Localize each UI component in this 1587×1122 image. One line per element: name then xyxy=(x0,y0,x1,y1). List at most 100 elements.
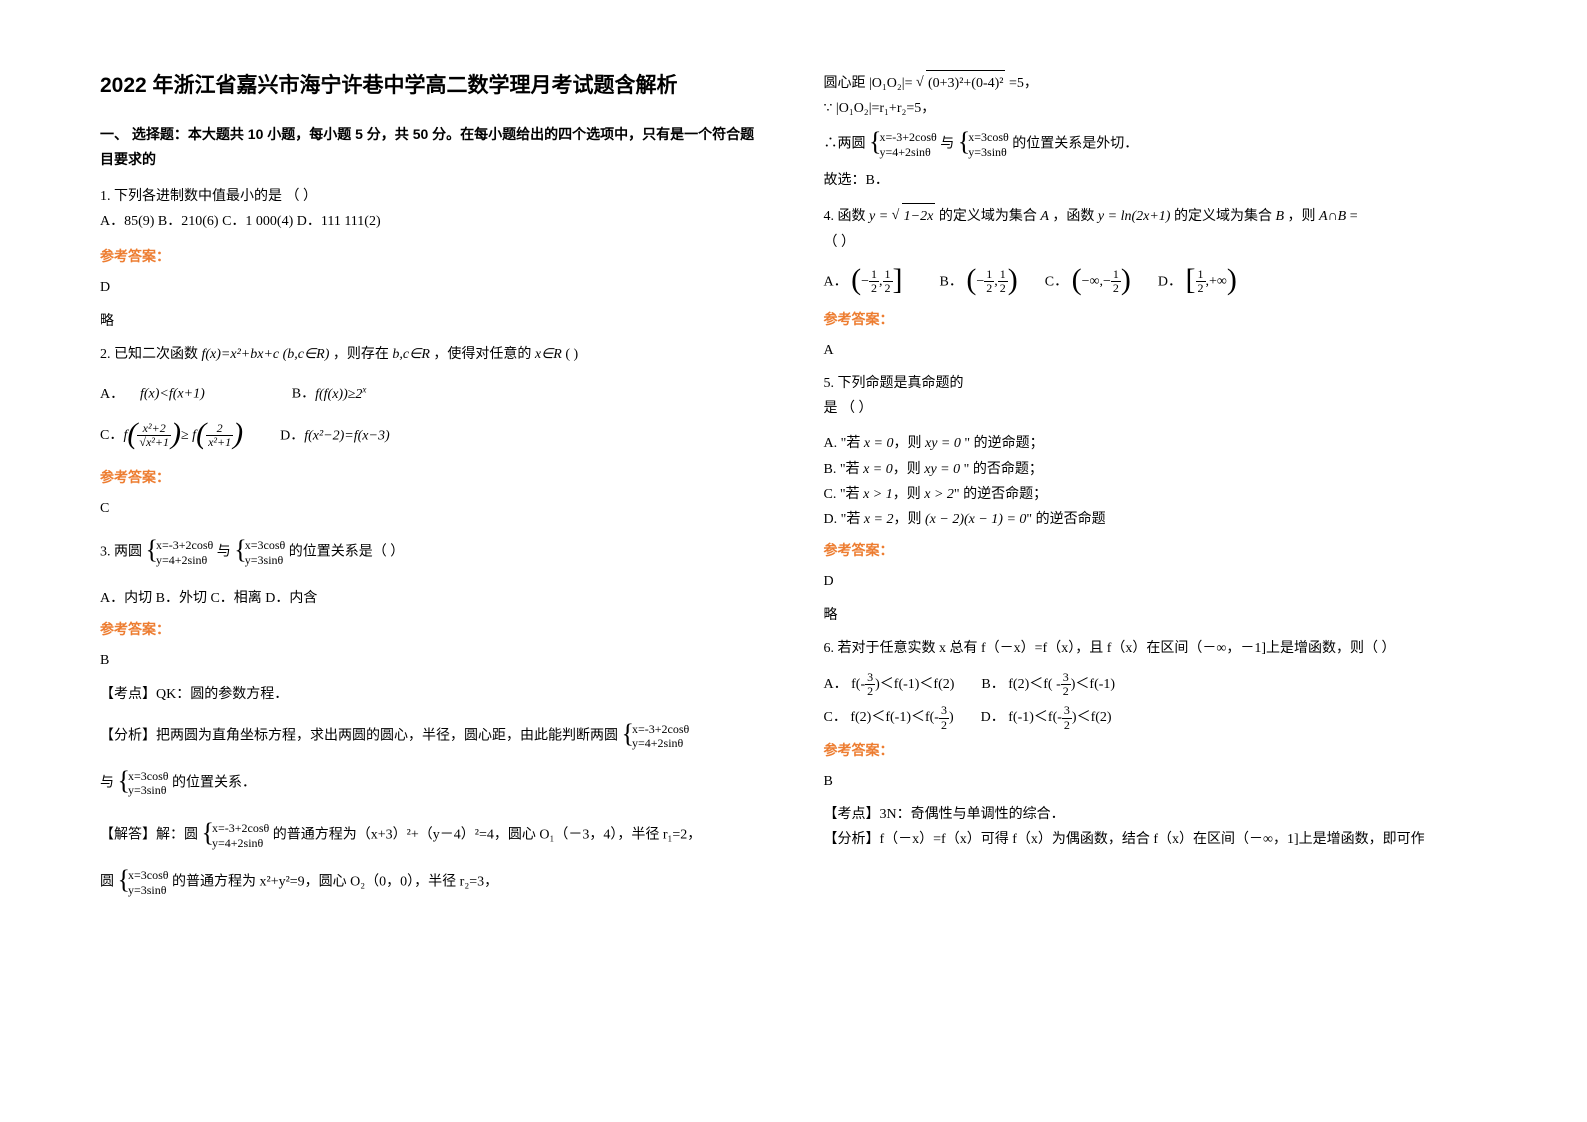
r-dist: 圆心距 |O₁O₂|= (0+3)²+(0-4)² =5， xyxy=(824,70,1488,96)
answer-label-6: 参考答案： xyxy=(824,738,1488,763)
q4-optB: −12,12 xyxy=(976,274,1007,289)
answer-label: 参考答案： xyxy=(100,244,764,269)
answer-label-3: 参考答案： xyxy=(100,617,764,642)
q2-opt-ab: A．f(x)<f(x+1) B．f(f(x))≥2x xyxy=(100,381,764,407)
q2-opt-cd: C． f(x²+2√x²+1)≥ f(2x²+1) D．f(x²−2)=f(x−… xyxy=(100,421,764,451)
q1-stem: 1. 下列各进制数中值最小的是 （ ） xyxy=(100,184,764,209)
q4-answer: A xyxy=(824,338,1488,363)
q4-B: B xyxy=(1275,209,1284,224)
left-column: 2022 年浙江省嘉兴市海宁许巷中学高二数学理月考试题含解析 一、 选择题：本大… xyxy=(100,70,764,906)
question-3: 3. 两圆 {x=-3+2cosθy=4+2sinθ 与 {x=3cosθy=3… xyxy=(100,529,764,576)
r-conc-post: 的位置关系是外切． xyxy=(1012,137,1138,152)
q2-pre: 2. 已知二次函数 xyxy=(100,347,202,362)
q3-sys1: x=-3+2cosθy=4+2sinθ xyxy=(156,538,213,567)
q3-jd2-post: 的普通方程为 x²+y²=9，圆心 O₂（0，0），半径 r₂=3， xyxy=(172,875,498,890)
q1-note: 略 xyxy=(100,309,764,334)
q1-answer: D xyxy=(100,275,764,300)
q4-f2: y = ln(2x+1) xyxy=(1098,209,1171,224)
q2-mid: ，则存在 xyxy=(333,347,389,362)
question-1: 1. 下列各进制数中值最小的是 （ ） A．85(9) B．210(6) C．1… xyxy=(100,184,764,234)
q3-jd2-sys: x=3cosθy=3sinθ xyxy=(128,868,169,897)
brace-icon: { xyxy=(234,527,246,574)
q3-kaodian: 【考点】QK：圆的参数方程． xyxy=(100,682,764,707)
r-conc: ∴两圆 {x=-3+2cosθy=4+2sinθ 与 {x=3cosθy=3si… xyxy=(824,121,1488,168)
q3-jd-post: 的普通方程为（x+3）²+（y－4）²=4，圆心 O₁（－3，4），半径 r₁=… xyxy=(273,828,702,843)
q3-answer: B xyxy=(100,648,764,673)
q4-m1: 的定义域为集合 xyxy=(939,209,1041,224)
q3-jieda-2: 圆 {x=3cosθy=3sinθ 的普通方程为 x²+y²=9，圆心 O₂（0… xyxy=(100,859,764,906)
q3-sys2: x=3cosθy=3sinθ xyxy=(245,538,286,567)
q3-fx-pre: 【分析】把两圆为直角坐标方程，求出两圆的圆心，半径，圆心距，由此能判断两圆 xyxy=(100,728,618,743)
q4-AB: A∩B xyxy=(1319,209,1346,224)
q5-optA: A. "若 x = 0，则 xy = 0 " 的逆命题； xyxy=(824,431,1488,456)
q4-m4: ，则 xyxy=(1288,209,1320,224)
q5-optC: C. "若 x > 1，则 x > 2" 的逆否命题； xyxy=(824,482,1488,507)
q3-fx-sys: x=-3+2cosθy=4+2sinθ xyxy=(632,722,689,751)
question-2: 2. 已知二次函数 f(x)=x²+bx+c (b,c∈R) ，则存在 b,c∈… xyxy=(100,342,764,367)
doc-title: 2022 年浙江省嘉兴市海宁许巷中学高二数学理月考试题含解析 xyxy=(100,70,764,102)
q4-pre: 4. 函数 xyxy=(824,209,870,224)
q6-kaodian: 【考点】3N：奇偶性与单调性的综合． xyxy=(824,802,1488,827)
q3-fenxi-2: 与 {x=3cosθy=3sinθ 的位置关系． xyxy=(100,760,764,807)
q1-options: A．85(9) B．210(6) C．1 000(4) D．111 111(2) xyxy=(100,209,764,234)
q3-jd2-pre: 圆 xyxy=(100,875,114,890)
q6-optB: f(2)＜f( -32)＜f(-1) xyxy=(1008,677,1115,692)
q4-optA: −12,12 xyxy=(861,274,892,289)
q4-m2: ，函数 xyxy=(1052,209,1098,224)
q6-optC: f(2)＜f(-1)＜f(-32) xyxy=(850,710,953,725)
section-head: 一、 选择题：本大题共 10 小题，每小题 5 分，共 50 分。在每小题给出的… xyxy=(100,122,764,172)
brace-icon: { xyxy=(958,119,970,166)
q6-fenxi: 【分析】f（－x）=f（x）可得 f（x）为偶函数，结合 f（x）在区间（－∞，… xyxy=(824,827,1488,852)
q5-optB: B. "若 x = 0，则 xy = 0 " 的否命题； xyxy=(824,457,1488,482)
r-conc-mid: 与 xyxy=(940,137,954,152)
q5-stem: 5. 下列命题是真命题的 xyxy=(824,371,1488,396)
q4-options: A． (−12,12] B． (−12,12) C． (−∞,−12) D． [… xyxy=(824,267,1488,297)
q2-tail: ( ) xyxy=(565,347,578,362)
q2-optD: f(x²−2)=f(x−3) xyxy=(304,428,389,443)
q2-post: ，使得对任意的 xyxy=(433,347,531,362)
q3-post: 的位置关系是（ ） xyxy=(289,545,405,560)
q5-stem2: 是 （ ） xyxy=(824,396,1488,421)
question-4: 4. 函数 y = 1−2x 的定义域为集合 A ，函数 y = ln(2x+1… xyxy=(824,203,1488,254)
r-conc-pre: ∴两圆 xyxy=(824,137,866,152)
q3-jd-sys: x=-3+2cosθy=4+2sinθ xyxy=(212,821,269,850)
q6-optA: f(-32)＜f(-1)＜f(2) xyxy=(851,677,954,692)
q5-answer: D xyxy=(824,569,1488,594)
brace-icon: { xyxy=(118,857,130,904)
q3-fenxi: 【分析】把两圆为直角坐标方程，求出两圆的圆心，半径，圆心距，由此能判断两圆 {x… xyxy=(100,713,764,760)
brace-icon: { xyxy=(869,119,881,166)
brace-icon: { xyxy=(622,711,634,758)
right-column: 圆心距 |O₁O₂|= (0+3)²+(0-4)² =5， ∵ |O₁O₂|=r… xyxy=(824,70,1488,906)
question-6: 6. 若对于任意实数 x 总有 f（－x）=f（x），且 f（x）在区间（－∞，… xyxy=(824,636,1488,661)
r-conc-sys1: x=-3+2cosθy=4+2sinθ xyxy=(879,130,936,159)
answer-label-4: 参考答案： xyxy=(824,307,1488,332)
q6-opt-cd: C． f(2)＜f(-1)＜f(-32) D． f(-1)＜f(-32)＜f(2… xyxy=(824,704,1488,731)
q6-answer: B xyxy=(824,769,1488,794)
brace-icon: { xyxy=(118,758,130,805)
q3-jieda: 【解答】解：圆 {x=-3+2cosθy=4+2sinθ 的普通方程为（x+3）… xyxy=(100,812,764,859)
q4-paren: （ ） xyxy=(824,230,1488,255)
q4-A: A xyxy=(1040,209,1049,224)
q2-optC: f(x²+2√x²+1)≥ f(2x²+1) xyxy=(124,428,247,443)
r-sel: 故选：B． xyxy=(824,168,1488,193)
q2-answer: C xyxy=(100,496,764,521)
q4-m5: = xyxy=(1350,209,1358,224)
q4-m3: 的定义域为集合 xyxy=(1174,209,1276,224)
sqrt-expr: (0+3)²+(0-4)² xyxy=(926,70,1006,96)
q2-bc: b,c∈R xyxy=(392,347,429,362)
q6-optD: f(-1)＜f(-32)＜f(2) xyxy=(1008,710,1111,725)
q2-optB: f(f(x))≥2x xyxy=(315,387,366,402)
q4-optC: −∞,−12 xyxy=(1082,274,1121,289)
q2-func: f(x)=x²+bx+c (b,c∈R) xyxy=(202,347,330,362)
answer-label-5: 参考答案： xyxy=(824,538,1488,563)
r-dist-pre: 圆心距 |O₁O₂|= xyxy=(824,76,913,91)
q3-fx-sys2: x=3cosθy=3sinθ xyxy=(128,769,169,798)
r-dist-post: =5， xyxy=(1009,76,1038,91)
q3-mid: 与 xyxy=(217,545,231,560)
q3-jd-pre: 【解答】解：圆 xyxy=(100,828,198,843)
r-eq: ∵ |O₁O₂|=r₁+r₂=5， xyxy=(824,96,1488,121)
q2-xr: x∈R xyxy=(535,347,562,362)
q3-options: A．内切 B．外切 C．相离 D．内含 xyxy=(100,586,764,611)
brace-icon: { xyxy=(202,810,214,857)
r-conc-sys2: x=3cosθy=3sinθ xyxy=(968,130,1009,159)
